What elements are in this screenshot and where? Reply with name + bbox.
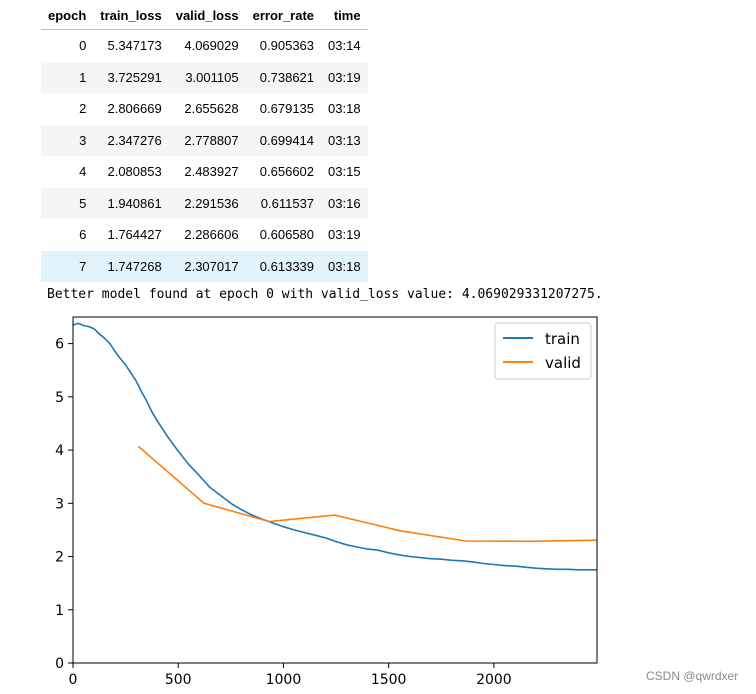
log-output: Better model found at epoch 0 with valid… [47, 287, 603, 302]
cell-error-rate: 0.613339 [259, 258, 315, 274]
cell-error-rate: 0.606580 [259, 227, 315, 243]
cell-time: 03:14 [328, 38, 361, 54]
column-header-epoch: epoch [41, 2, 94, 30]
table-row: 4 2.080853 2.483927 0.656602 03:15 [41, 156, 368, 188]
column-header-time: time [321, 2, 368, 30]
table-row: 6 1.764427 2.286606 0.606580 03:19 [41, 219, 368, 251]
cell-epoch: 2 [79, 101, 87, 117]
loss-chart: 0 500 1000 1500 2000 0 1 2 3 4 5 6 train valid [55, 316, 598, 688]
axes-frame [72, 316, 598, 664]
table-row: 3 2.347276 2.778807 0.699414 03:13 [41, 124, 368, 156]
cell-time: 03:19 [328, 227, 361, 243]
table-header-row: epoch train_loss valid_loss error_rate t… [41, 2, 368, 30]
cell-epoch: 0 [79, 38, 87, 54]
cell-error-rate: 0.611537 [260, 195, 315, 211]
y-tick-label: 1 [55, 603, 64, 619]
cell-epoch: 6 [79, 227, 87, 243]
legend-label-valid: valid [545, 354, 581, 372]
column-header-valid-loss: valid_loss [168, 2, 246, 30]
cell-valid-loss: 2.291536 [184, 195, 239, 211]
table-row: 2 2.806669 2.655628 0.679135 03:18 [41, 93, 368, 125]
cell-train-loss: 1.747268 [107, 258, 162, 274]
y-tick-label: 4 [55, 443, 64, 459]
table-row: 7 1.747268 2.307017 0.613339 03:18 [41, 250, 368, 282]
cell-time: 03:18 [328, 101, 361, 117]
cell-time: 03:18 [328, 258, 361, 274]
cell-epoch: 4 [79, 164, 87, 180]
watermark: CSDN @qwrdxer [646, 669, 739, 683]
cell-valid-loss: 3.001105 [185, 69, 239, 85]
cell-epoch: 3 [79, 132, 87, 148]
cell-error-rate: 0.738621 [259, 69, 315, 85]
x-tick-label: 2000 [476, 672, 512, 688]
y-tick-label: 3 [55, 496, 64, 512]
cell-train-loss: 1.940861 [107, 195, 162, 211]
y-tick-label: 2 [55, 550, 64, 566]
results-table: epoch train_loss valid_loss error_rate t… [41, 2, 368, 282]
cell-error-rate: 0.905363 [259, 38, 315, 54]
cell-valid-loss: 2.307017 [184, 258, 239, 274]
series-line-train [72, 322, 597, 571]
cell-train-loss: 1.764427 [107, 227, 162, 243]
x-tick-label: 500 [165, 672, 192, 688]
cell-time: 03:15 [328, 164, 361, 180]
legend-label-train: train [545, 330, 580, 348]
cell-error-rate: 0.656602 [259, 164, 315, 180]
cell-valid-loss: 2.778807 [184, 132, 239, 148]
cell-valid-loss: 2.483927 [184, 164, 239, 180]
cell-train-loss: 3.725291 [107, 69, 162, 85]
y-tick-label: 0 [55, 656, 64, 672]
cell-epoch: 1 [79, 69, 87, 85]
cell-epoch: 7 [79, 258, 87, 274]
cell-time: 03:13 [328, 132, 361, 148]
cell-valid-loss: 4.069029 [184, 38, 239, 54]
table-row: 1 3.725291 3.001105 0.738621 03:19 [41, 61, 368, 93]
cell-train-loss: 2.806669 [107, 101, 162, 117]
column-header-error-rate: error_rate [245, 2, 322, 30]
cell-time: 03:19 [328, 69, 361, 85]
x-tick-label: 0 [69, 672, 78, 688]
x-tick-label: 1000 [266, 672, 302, 688]
cell-train-loss: 2.347276 [107, 132, 162, 148]
cell-train-loss: 2.080853 [107, 164, 162, 180]
column-header-train-loss: train_loss [93, 2, 169, 30]
cell-train-loss: 5.347173 [107, 38, 162, 54]
y-tick-label: 5 [55, 390, 64, 406]
cell-epoch: 5 [79, 195, 87, 211]
cell-time: 03:16 [328, 195, 361, 211]
table-row: 0 5.347173 4.069029 0.905363 03:14 [41, 30, 368, 62]
cell-valid-loss: 2.655628 [184, 101, 239, 117]
series-line-valid [137, 445, 597, 543]
x-tick-label: 1500 [371, 672, 407, 688]
cell-valid-loss: 2.286606 [184, 227, 239, 243]
y-tick-label: 6 [55, 337, 64, 353]
cell-error-rate: 0.699414 [259, 132, 315, 148]
plot-area: 0 500 1000 1500 2000 0 1 2 3 4 5 6 train valid [55, 316, 598, 688]
table-row: 5 1.940861 2.291536 0.611537 03:16 [41, 187, 368, 219]
cell-error-rate: 0.679135 [259, 101, 315, 117]
